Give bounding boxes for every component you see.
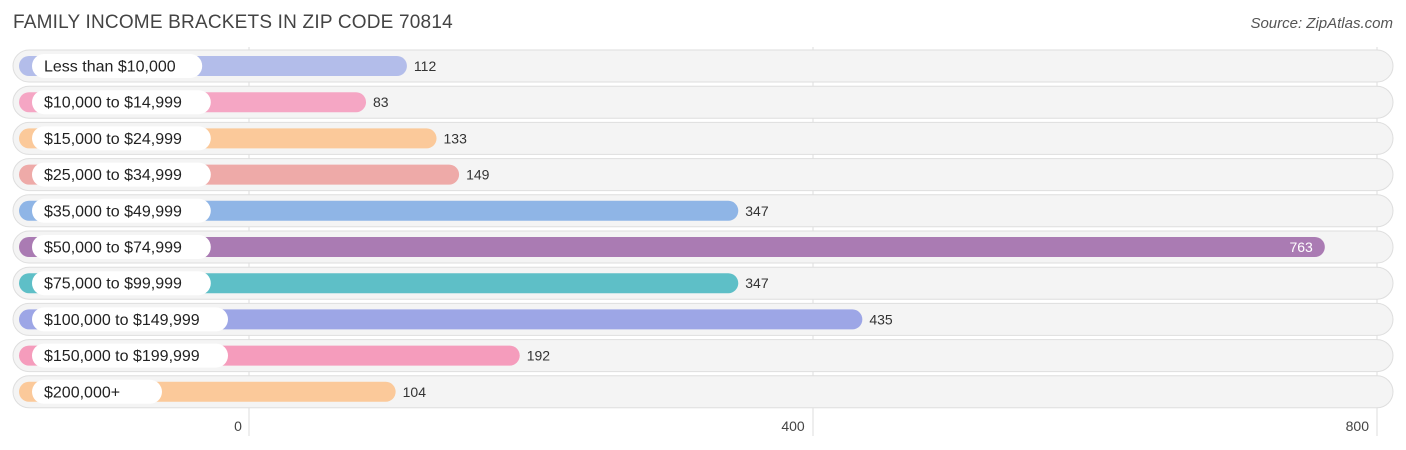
- bar-row: $100,000 to $149,999 435: [12, 302, 1394, 336]
- value-label: 112: [414, 58, 437, 74]
- x-tick-label: 400: [781, 418, 805, 434]
- category-label-background: [32, 307, 228, 332]
- bar-row: $200,000+ 104: [12, 375, 1394, 409]
- bar: [19, 237, 1325, 257]
- bar-row: Less than $10,000 112: [12, 49, 1394, 83]
- category-label: $10,000 to $14,999: [44, 95, 182, 112]
- value-label: 347: [745, 275, 769, 291]
- value-label: 347: [745, 203, 769, 219]
- ticks-layer: 0 400 800: [234, 418, 1369, 434]
- category-label-background: [32, 54, 203, 78]
- category-label-background: [32, 343, 228, 368]
- category-label: $15,000 to $24,999: [44, 131, 182, 148]
- value-label: 149: [466, 167, 490, 183]
- bar-row: $10,000 to $14,999 83: [12, 85, 1394, 119]
- category-label-background: [32, 162, 211, 187]
- value-label: 763: [1289, 239, 1313, 255]
- x-tick-label: 800: [1346, 418, 1370, 434]
- category-label: $200,000+: [44, 384, 120, 401]
- category-label-background: [32, 90, 211, 115]
- category-label-background: [32, 235, 211, 259]
- x-tick-label: 0: [234, 418, 242, 434]
- bar-row: $15,000 to $24,999 133: [12, 121, 1394, 155]
- value-label: 133: [444, 130, 468, 146]
- category-label-background: [32, 379, 162, 404]
- bar-row: $50,000 to $74,999 763: [12, 230, 1394, 264]
- bar-row: $25,000 to $34,999 149: [12, 158, 1394, 192]
- value-label: 83: [373, 94, 389, 110]
- bar-row: $75,000 to $99,999 347: [12, 266, 1394, 300]
- value-label: 435: [869, 311, 893, 327]
- chart-source: Source: ZipAtlas.com: [1250, 15, 1393, 32]
- category-label: $25,000 to $34,999: [44, 167, 182, 184]
- chart-title: FAMILY INCOME BRACKETS IN ZIP CODE 70814: [13, 12, 453, 33]
- category-label-background: [32, 126, 211, 151]
- bar-row: $150,000 to $199,999 192: [12, 339, 1394, 373]
- category-label: Less than $10,000: [44, 59, 176, 76]
- bar: [19, 309, 863, 330]
- category-label: $150,000 to $199,999: [44, 348, 200, 365]
- value-label: 192: [527, 348, 551, 364]
- category-label: $75,000 to $99,999: [44, 276, 182, 293]
- category-label: $50,000 to $74,999: [44, 240, 182, 257]
- category-label-background: [32, 198, 211, 223]
- category-label-background: [32, 271, 211, 296]
- value-label: 104: [403, 384, 427, 400]
- category-label: $100,000 to $149,999: [44, 312, 200, 329]
- rows-layer: Less than $10,000 112 $10,000 to $14,999 83…: [12, 49, 1394, 409]
- category-label: $35,000 to $49,999: [44, 203, 182, 220]
- bar-row: $35,000 to $49,999 347: [12, 194, 1394, 228]
